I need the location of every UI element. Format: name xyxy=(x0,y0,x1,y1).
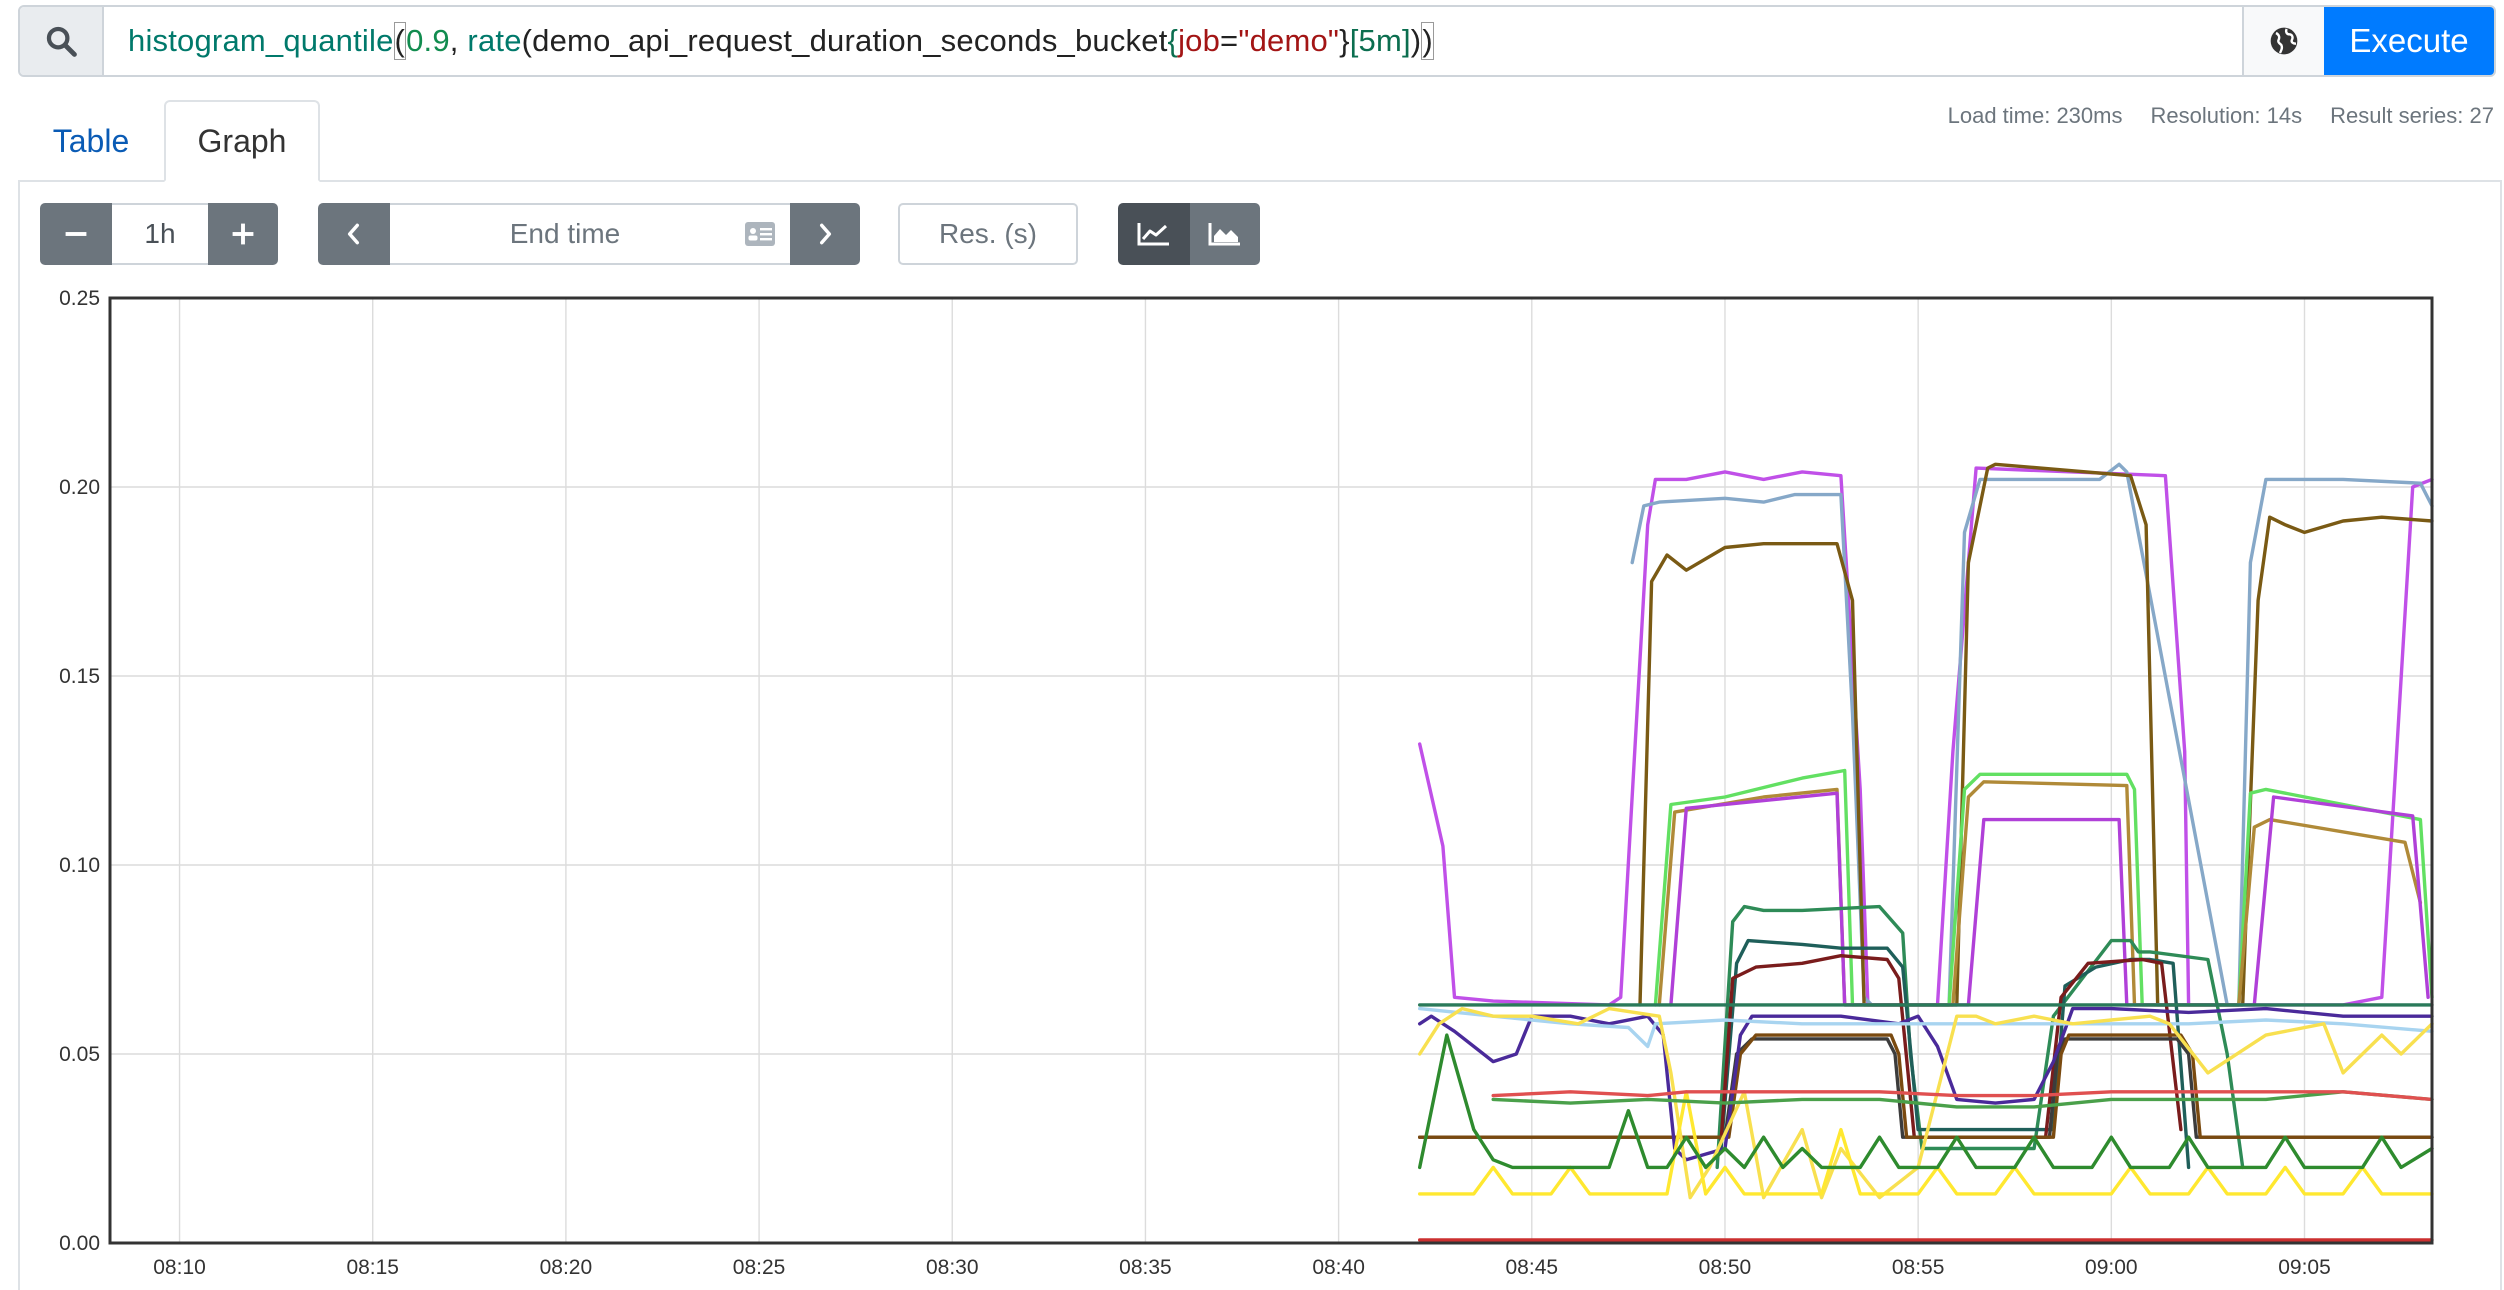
x-tick-label: 08:45 xyxy=(1506,1256,1559,1279)
y-tick-label: 0.15 xyxy=(59,665,100,688)
series-line-series-13 xyxy=(1417,1006,2434,1049)
series-line-series-18 xyxy=(1491,1090,2434,1109)
query-token-paren: ) xyxy=(1410,23,1422,58)
series-line-series-2 xyxy=(1630,462,2434,1007)
chevron-right-icon xyxy=(820,223,832,245)
minus-icon xyxy=(65,232,87,236)
query-bar: histogram_quantile(0.9, rate(demo_api_re… xyxy=(18,5,2496,77)
x-tick-label: 08:10 xyxy=(153,1256,206,1279)
query-token-comma: , xyxy=(449,23,468,58)
query-token-label-value: "demo" xyxy=(1238,23,1340,58)
series-line-series-5 xyxy=(1657,780,2423,1007)
x-tick-label: 08:15 xyxy=(346,1256,399,1279)
y-tick-label: 0.00 xyxy=(59,1232,100,1255)
query-token-brace: } xyxy=(1339,23,1350,58)
series-line-series-11 xyxy=(1417,1033,2434,1139)
series-line-series-16 xyxy=(1417,1033,2434,1170)
query-token-function: histogram_quantile xyxy=(128,23,394,58)
x-tick-label: 08:25 xyxy=(733,1256,786,1279)
y-tick-label: 0.25 xyxy=(59,287,100,310)
x-tick-label: 08:40 xyxy=(1312,1256,1365,1279)
series-line-series-14 xyxy=(1417,1006,2434,1200)
globe-icon xyxy=(2270,27,2298,55)
query-token-paren: ) xyxy=(1421,22,1434,60)
search-icon-box xyxy=(20,7,104,75)
series-line-series-4 xyxy=(1653,768,2434,1007)
series-line-series-12 xyxy=(1417,1006,2434,1162)
result-series: Result series: 27 xyxy=(2330,103,2494,128)
search-icon xyxy=(46,26,77,57)
execute-button[interactable]: Execute xyxy=(2324,7,2494,75)
x-tick-label: 09:00 xyxy=(2085,1256,2138,1279)
query-token-paren: ( xyxy=(521,23,533,58)
series-line-series-6 xyxy=(1669,791,2430,1007)
graph-panel xyxy=(18,180,2502,1290)
end-time-placeholder: End time xyxy=(509,218,621,249)
query-input[interactable]: histogram_quantile(0.9, rate(demo_api_re… xyxy=(104,7,2242,75)
line-chart-icon xyxy=(1137,223,1169,246)
x-tick-label: 08:20 xyxy=(540,1256,593,1279)
tab-table[interactable]: Table xyxy=(52,122,130,159)
chevron-left-icon xyxy=(347,223,359,245)
series-line-series-19 xyxy=(1491,1090,2434,1102)
query-token-range: [5m] xyxy=(1349,23,1411,58)
previous-time-button[interactable] xyxy=(318,203,390,265)
x-tick-label: 08:30 xyxy=(926,1256,979,1279)
tab-graph[interactable]: Graph xyxy=(164,100,320,182)
x-tick-label: 09:05 xyxy=(2278,1256,2331,1279)
area-chart-icon xyxy=(1208,223,1240,246)
range-input[interactable]: 1h xyxy=(112,203,208,265)
series-line-series-15 xyxy=(1417,1090,2434,1196)
query-token-function: rate xyxy=(467,23,522,58)
calendar-icon[interactable] xyxy=(730,221,790,247)
stacked-chart-button[interactable] xyxy=(1190,203,1260,265)
end-time-input[interactable]: End time xyxy=(390,203,790,265)
plot-frame xyxy=(108,296,2434,1245)
next-time-button[interactable] xyxy=(790,203,860,265)
load-time: Load time: 230ms xyxy=(1947,103,2123,128)
resolution-input[interactable]: Res. (s) xyxy=(898,203,1078,265)
query-token-number: 0.9 xyxy=(406,23,450,58)
resolution-stat: Resolution: 14s xyxy=(2150,103,2303,128)
query-token-operator: = xyxy=(1220,23,1239,58)
query-stats: Load time: 230ms Resolution: 14s Result … xyxy=(1948,103,2494,129)
metrics-explorer-button[interactable] xyxy=(2242,7,2324,75)
query-token-metric: demo_api_request_duration_seconds_bucket xyxy=(532,23,1168,58)
increase-range-button[interactable] xyxy=(208,203,278,265)
query-token-paren: ( xyxy=(393,22,407,60)
x-tick-label: 08:50 xyxy=(1699,1256,1752,1279)
x-tick-label: 08:35 xyxy=(1119,1256,1172,1279)
series-line-series-3 xyxy=(1638,462,2434,1007)
x-tick-label: 08:55 xyxy=(1892,1256,1945,1279)
unstacked-chart-button[interactable] xyxy=(1118,203,1190,265)
query-token-brace: { xyxy=(1167,23,1179,58)
series-line-series-9 xyxy=(1719,954,2183,1143)
series-line-series-7 xyxy=(1715,904,2245,1170)
y-tick-label: 0.10 xyxy=(59,854,100,877)
decrease-range-button[interactable] xyxy=(40,203,112,265)
series-line-series-1 xyxy=(1417,466,2434,1007)
y-tick-label: 0.05 xyxy=(59,1043,100,1066)
query-token-label-name: job xyxy=(1178,23,1221,58)
plus-icon xyxy=(232,223,254,245)
y-tick-label: 0.20 xyxy=(59,476,100,499)
